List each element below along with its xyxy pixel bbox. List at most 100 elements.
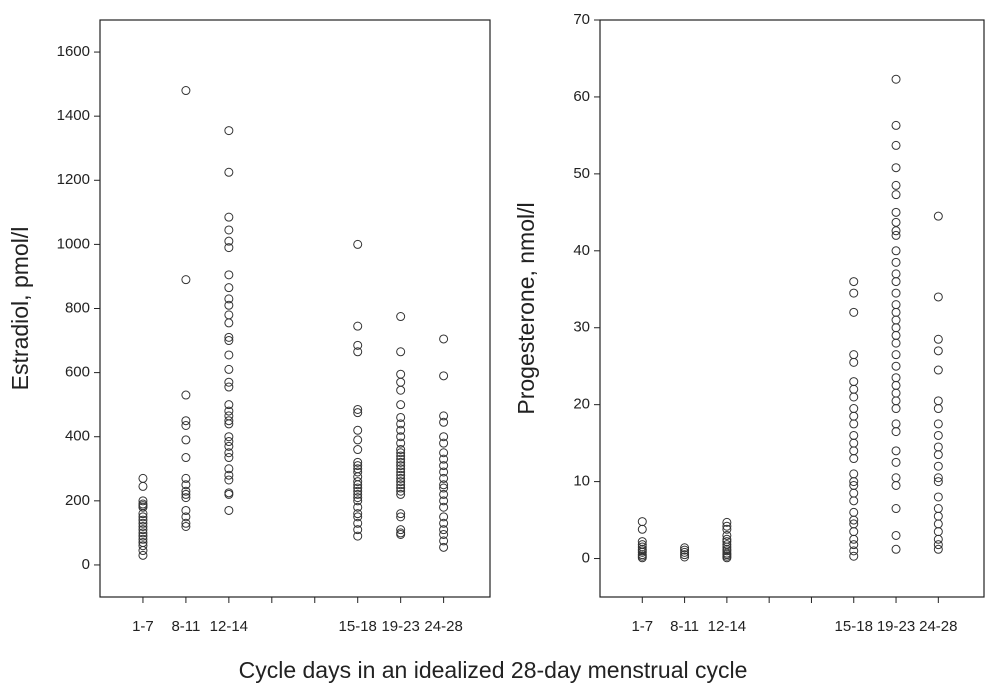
data-point <box>224 318 234 328</box>
data-point <box>353 472 363 482</box>
data-point <box>181 493 191 503</box>
data-point <box>224 411 234 421</box>
data-point <box>891 180 901 190</box>
x-tick-label: 1-7 <box>132 618 154 635</box>
data-point <box>353 321 363 331</box>
data-point <box>933 461 943 471</box>
data-point <box>396 432 406 442</box>
data-point <box>891 163 901 173</box>
y-tick-label: 1000 <box>57 235 90 252</box>
data-point <box>353 512 363 522</box>
data-point <box>933 450 943 460</box>
data-point <box>849 454 859 464</box>
data-point <box>353 480 363 490</box>
data-point <box>353 489 363 499</box>
data-point <box>396 377 406 387</box>
data-point <box>439 417 449 427</box>
data-point <box>224 448 234 458</box>
data-point <box>891 350 901 360</box>
x-tick-label: 8-11 <box>171 618 200 635</box>
data-point <box>933 419 943 429</box>
data-point <box>138 512 148 522</box>
data-point <box>396 347 406 357</box>
data-point <box>224 236 234 246</box>
data-point <box>224 505 234 515</box>
data-point <box>396 473 406 483</box>
data-point <box>181 489 191 499</box>
data-point <box>933 534 943 544</box>
data-point <box>891 373 901 383</box>
data-point <box>849 430 859 440</box>
x-tick-label: 15-18 <box>835 618 873 635</box>
data-point <box>637 553 647 563</box>
data-point <box>396 529 406 539</box>
y-tick-label: 800 <box>65 299 90 316</box>
x-tick-label: 1-7 <box>631 618 653 635</box>
data-point <box>181 421 191 431</box>
data-point <box>396 483 406 493</box>
data-point <box>933 511 943 521</box>
data-point <box>849 551 859 561</box>
data-point <box>138 502 148 512</box>
data-point <box>224 336 234 346</box>
data-point <box>439 536 449 546</box>
data-point <box>891 207 901 217</box>
data-point <box>396 461 406 471</box>
data-point <box>138 521 148 531</box>
plot-frame <box>599 19 985 598</box>
data-point <box>849 404 859 414</box>
data-point <box>439 542 449 552</box>
data-point <box>439 473 449 483</box>
data-point <box>439 496 449 506</box>
data-point <box>224 350 234 360</box>
y-tick-label: 600 <box>65 364 90 381</box>
data-point <box>224 225 234 235</box>
data-point <box>891 388 901 398</box>
data-point <box>396 489 406 499</box>
data-point <box>353 340 363 350</box>
data-point <box>396 400 406 410</box>
y-tick-label: 1200 <box>57 171 90 188</box>
data-point <box>849 507 859 517</box>
data-point <box>849 419 859 429</box>
data-point <box>849 527 859 537</box>
data-point <box>224 294 234 304</box>
data-point <box>224 419 234 429</box>
data-point <box>933 334 943 344</box>
data-point <box>933 442 943 452</box>
x-tick-label: 8-11 <box>670 618 699 635</box>
data-point <box>353 496 363 506</box>
data-point <box>224 453 234 463</box>
data-point <box>722 524 732 534</box>
y-tick-label: 0 <box>582 550 590 567</box>
data-point <box>933 477 943 487</box>
data-point <box>891 330 901 340</box>
data-point <box>224 300 234 310</box>
data-point <box>637 517 647 527</box>
data-point <box>181 512 191 522</box>
x-tick-label: 19-23 <box>877 618 915 635</box>
data-point <box>891 300 901 310</box>
data-point <box>722 517 732 527</box>
data-point <box>891 396 901 406</box>
y-tick-label: 1400 <box>57 107 90 124</box>
data-point <box>353 486 363 496</box>
data-point <box>637 524 647 534</box>
data-point <box>680 550 690 560</box>
data-point <box>396 477 406 487</box>
x-tick-label: 12-14 <box>210 618 248 635</box>
data-point <box>396 480 406 490</box>
x-tick-label: 19-23 <box>381 618 419 635</box>
data-point <box>933 430 943 440</box>
data-point <box>849 357 859 367</box>
data-point <box>138 541 148 551</box>
data-point <box>891 288 901 298</box>
data-point <box>224 212 234 222</box>
data-point <box>891 380 901 390</box>
data-point <box>680 545 690 555</box>
data-point <box>396 525 406 535</box>
data-point <box>353 408 363 418</box>
data-point <box>353 425 363 435</box>
y-tick-label: 200 <box>65 492 90 509</box>
